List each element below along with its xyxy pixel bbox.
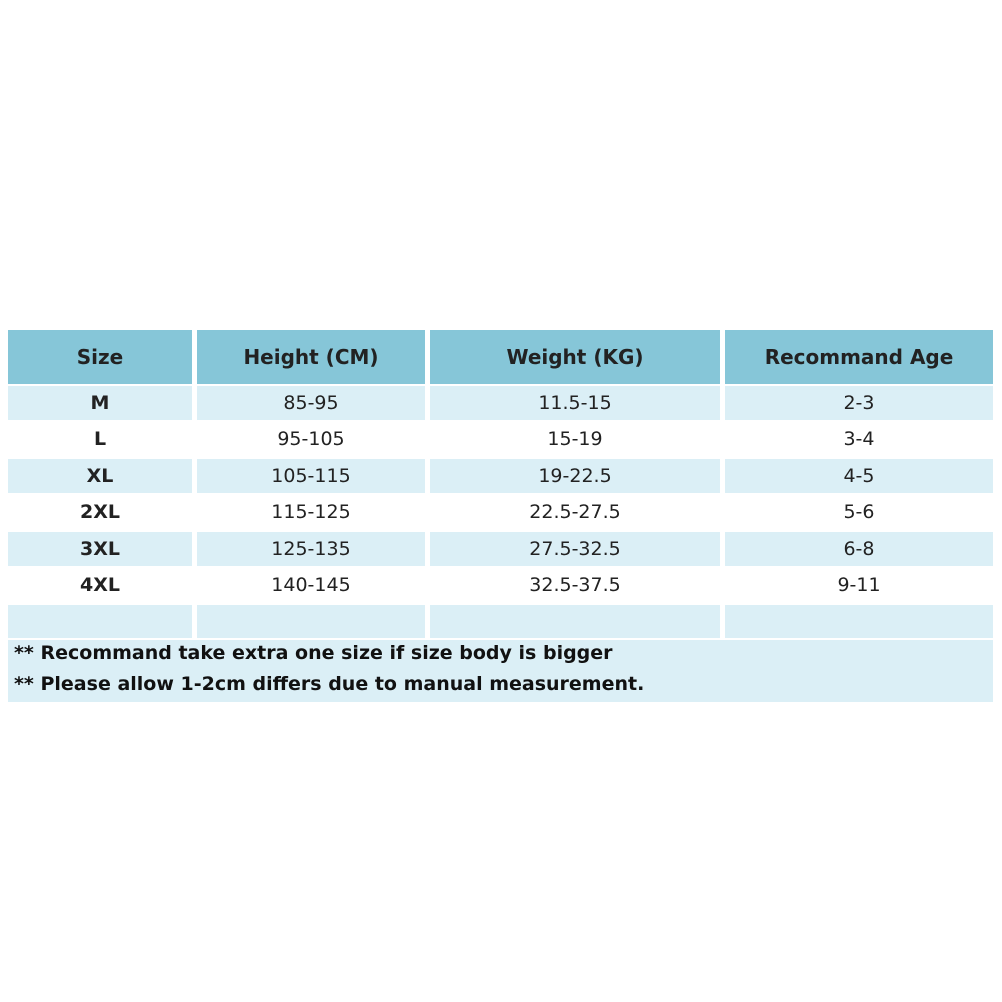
empty-cell <box>197 605 425 638</box>
header-cell: Recommand Age <box>725 330 993 384</box>
notes-box: ** Recommand take extra one size if size… <box>8 640 993 702</box>
note: ** Recommand take extra one size if size… <box>14 642 613 664</box>
table-cell: 27.5-32.5 <box>430 532 720 566</box>
table-cell: 5-6 <box>725 495 993 529</box>
table-cell: XL <box>8 459 192 493</box>
table-cell: 85-95 <box>197 386 425 420</box>
table-cell: 19-22.5 <box>430 459 720 493</box>
header-cell: Size <box>8 330 192 384</box>
table-cell: 105-115 <box>197 459 425 493</box>
table-cell: L <box>8 422 192 456</box>
table-cell: 95-105 <box>197 422 425 456</box>
empty-cell <box>430 605 720 638</box>
table-cell: 11.5-15 <box>430 386 720 420</box>
table-cell: 32.5-37.5 <box>430 568 720 602</box>
table-cell: 3-4 <box>725 422 993 456</box>
table-cell: 115-125 <box>197 495 425 529</box>
table-cell: 4XL <box>8 568 192 602</box>
table-cell: 2XL <box>8 495 192 529</box>
table-cell: 4-5 <box>725 459 993 493</box>
table-cell: 6-8 <box>725 532 993 566</box>
header-cell: Weight (KG) <box>430 330 720 384</box>
table-cell: 9-11 <box>725 568 993 602</box>
empty-cell <box>725 605 993 638</box>
table-cell: 2-3 <box>725 386 993 420</box>
table-cell: 140-145 <box>197 568 425 602</box>
table-cell: 15-19 <box>430 422 720 456</box>
table-cell: M <box>8 386 192 420</box>
table-cell: 3XL <box>8 532 192 566</box>
empty-cell <box>8 605 192 638</box>
table-cell: 22.5-27.5 <box>430 495 720 529</box>
note: ** Please allow 1-2cm differs due to man… <box>14 673 645 695</box>
header-cell: Height (CM) <box>197 330 425 384</box>
table-cell: 125-135 <box>197 532 425 566</box>
